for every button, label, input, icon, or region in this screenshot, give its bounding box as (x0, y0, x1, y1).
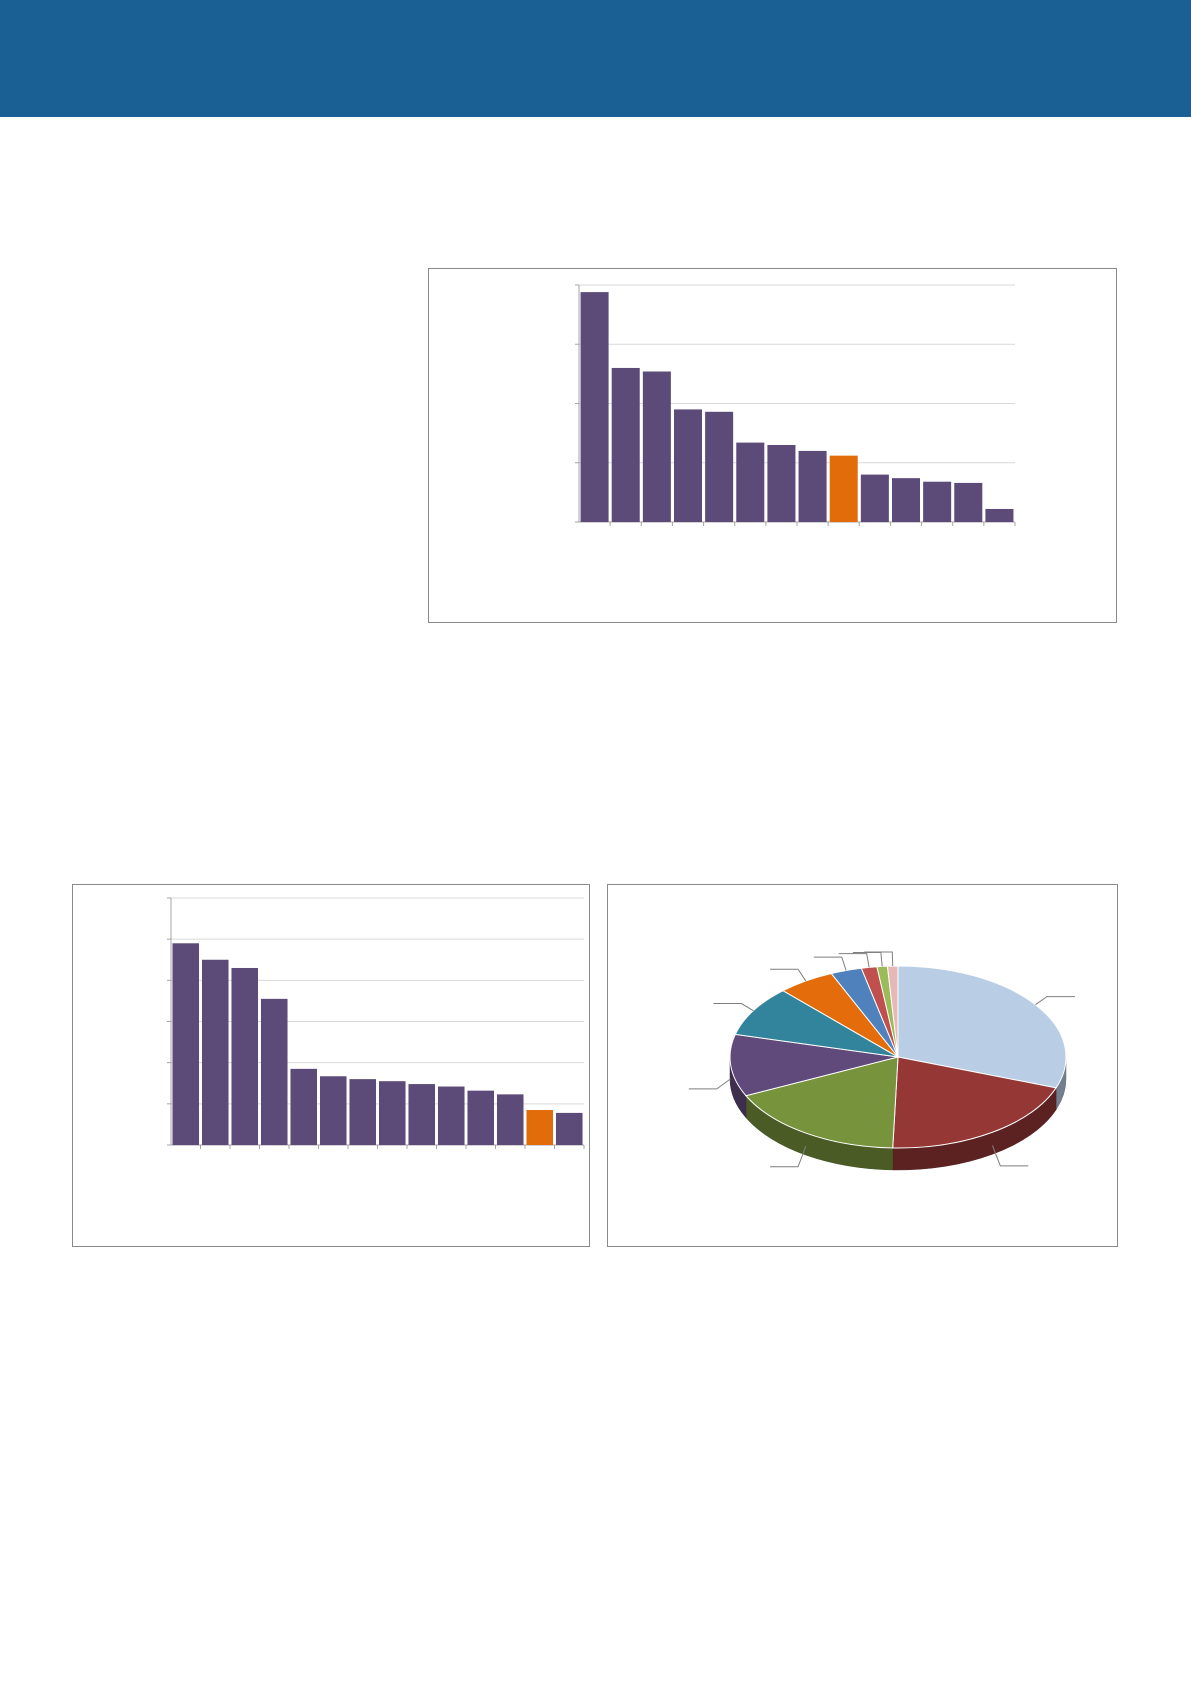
top-bar-chart-plot (575, 284, 1016, 526)
left-chart-bar (231, 967, 259, 1145)
top-chart-bar (736, 442, 765, 522)
top-chart-bar (798, 450, 827, 522)
pie-leader-line (991, 1145, 1029, 1167)
top-chart-bar (705, 411, 734, 522)
left-chart-bar (319, 1076, 347, 1145)
top-chart-bar (580, 292, 609, 522)
left-chart-bar (467, 1090, 495, 1145)
top-chart-bar (891, 478, 921, 522)
top-chart-bar (829, 455, 858, 522)
top-chart-bar (860, 474, 889, 522)
pie-chart (607, 884, 1118, 1247)
left-chart-bar (201, 959, 229, 1145)
top-chart-bar (642, 371, 671, 522)
left-chart-bar (437, 1086, 465, 1145)
pie-leader-line (770, 968, 807, 982)
header-band (0, 0, 1191, 117)
pie-slice (897, 965, 1067, 1089)
bottom-left-bar-chart (72, 884, 590, 1247)
pie-leader-line (713, 1003, 754, 1012)
pie-slice (886, 965, 899, 1058)
top-chart-bar (767, 444, 796, 522)
top-bar-chart (428, 268, 1117, 623)
left-chart-bar (496, 1094, 524, 1145)
pie-slice (729, 1033, 899, 1097)
top-chart-bar (611, 367, 640, 522)
left-chart-bar (349, 1079, 377, 1145)
left-chart-bar (172, 943, 200, 1145)
pie-leader-line (770, 1146, 807, 1168)
pie-slice (745, 1056, 899, 1149)
pie-chart-plot (688, 951, 1075, 1171)
left-chart-bar (378, 1081, 406, 1145)
left-chart-bar (555, 1112, 583, 1145)
pie-leader-line (813, 956, 847, 971)
bottom-left-bar-chart-plot (167, 897, 585, 1149)
pie-leader-line (838, 953, 870, 968)
top-chart-bar (923, 481, 952, 522)
left-chart-bar (408, 1084, 436, 1145)
pie-slice (892, 1056, 1057, 1149)
top-chart-bar (954, 482, 983, 522)
pie-slice (734, 990, 899, 1058)
left-chart-bar (260, 998, 288, 1145)
top-chart-bar (673, 409, 703, 522)
left-chart-bar (526, 1110, 554, 1145)
pie-leader-line (688, 1078, 732, 1090)
pie-leader-line (864, 951, 894, 967)
top-chart-bar (985, 508, 1014, 522)
pie-leader-line (1035, 996, 1075, 1006)
left-chart-bar (290, 1068, 318, 1145)
